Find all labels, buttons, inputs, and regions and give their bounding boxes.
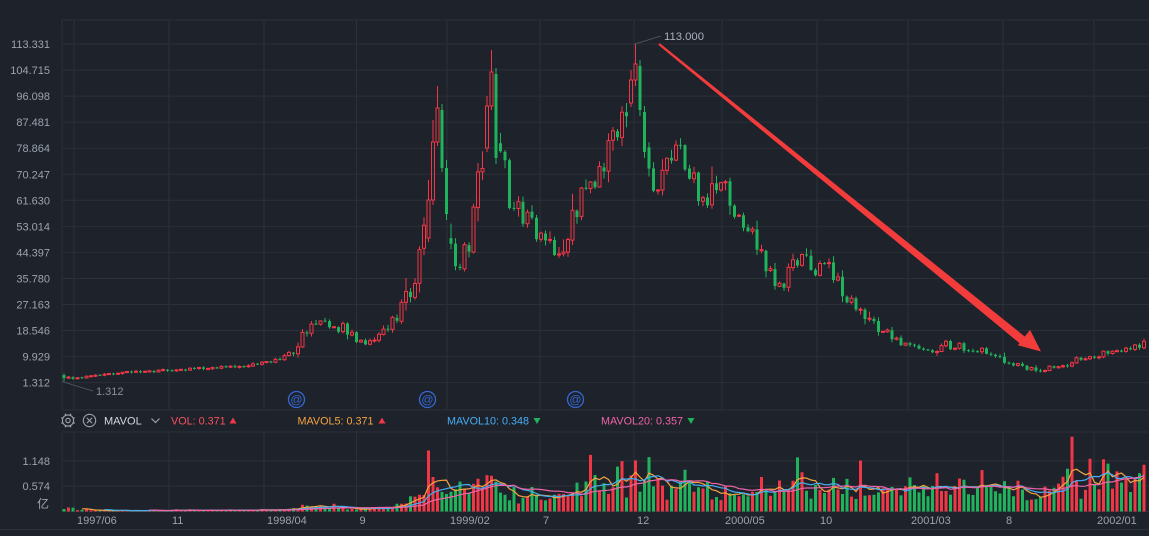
svg-text:18.546: 18.546 <box>16 326 50 338</box>
svg-text:96.098: 96.098 <box>16 91 50 103</box>
svg-text:亿: 亿 <box>37 496 49 511</box>
svg-text:70.247: 70.247 <box>16 169 50 181</box>
svg-text:MAVOL: MAVOL <box>104 416 142 428</box>
svg-text:1997/06: 1997/06 <box>77 515 117 527</box>
svg-text:7: 7 <box>543 515 549 527</box>
svg-text:MAVOL20: 0.357: MAVOL20: 0.357 <box>601 416 683 428</box>
svg-text:MAVOL10: 0.348: MAVOL10: 0.348 <box>447 416 529 428</box>
svg-text:44.397: 44.397 <box>16 247 50 259</box>
svg-text:113.331: 113.331 <box>11 39 50 51</box>
svg-text:27.163: 27.163 <box>16 300 50 312</box>
svg-text:9.929: 9.929 <box>22 352 50 364</box>
svg-text:2001/03: 2001/03 <box>911 515 951 527</box>
svg-text:VOL: 0.371: VOL: 0.371 <box>171 416 226 428</box>
svg-text:1.148: 1.148 <box>22 456 50 468</box>
svg-text:8: 8 <box>1006 515 1012 527</box>
svg-text:12: 12 <box>637 515 649 527</box>
svg-text:53.014: 53.014 <box>16 221 50 233</box>
svg-text:78.864: 78.864 <box>16 143 50 155</box>
svg-text:0.574: 0.574 <box>22 481 50 493</box>
svg-text:2002/01: 2002/01 <box>1097 515 1137 527</box>
svg-text:@: @ <box>290 393 302 407</box>
svg-text:35.780: 35.780 <box>16 273 50 285</box>
svg-text:2000/05: 2000/05 <box>725 515 765 527</box>
svg-text:@: @ <box>569 393 581 407</box>
svg-text:9: 9 <box>360 515 366 527</box>
svg-text:113.000: 113.000 <box>664 31 704 43</box>
svg-text:61.630: 61.630 <box>16 195 50 207</box>
svg-text:10: 10 <box>820 515 832 527</box>
svg-text:87.481: 87.481 <box>16 117 50 129</box>
svg-text:104.715: 104.715 <box>10 65 50 77</box>
svg-text:MAVOL5: 0.371: MAVOL5: 0.371 <box>298 416 374 428</box>
svg-text:1999/02: 1999/02 <box>450 515 490 527</box>
svg-text:@: @ <box>421 393 433 407</box>
svg-text:1.312: 1.312 <box>22 378 50 390</box>
svg-text:1998/04: 1998/04 <box>267 515 307 527</box>
svg-text:11: 11 <box>172 515 183 527</box>
svg-text:1.312: 1.312 <box>96 386 124 398</box>
